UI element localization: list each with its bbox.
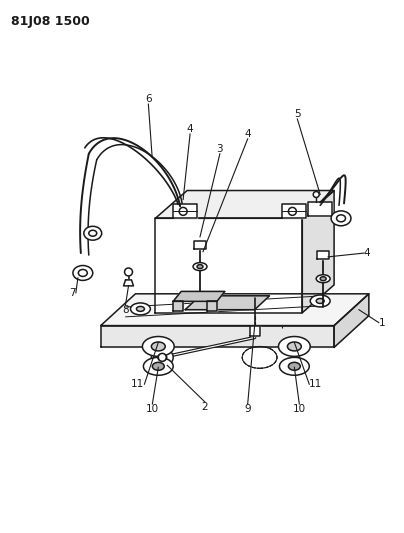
Ellipse shape xyxy=(152,349,173,366)
Ellipse shape xyxy=(320,277,326,281)
Text: 6: 6 xyxy=(145,94,152,104)
Ellipse shape xyxy=(152,362,164,370)
Ellipse shape xyxy=(130,303,150,315)
Text: 4: 4 xyxy=(187,124,194,134)
Text: 5: 5 xyxy=(294,109,301,119)
Polygon shape xyxy=(155,219,302,313)
Ellipse shape xyxy=(158,354,167,361)
Text: 3: 3 xyxy=(217,144,223,154)
Text: 10: 10 xyxy=(146,404,159,414)
Ellipse shape xyxy=(89,230,97,236)
Text: 9: 9 xyxy=(244,404,251,414)
Text: 4: 4 xyxy=(364,248,370,258)
Ellipse shape xyxy=(73,265,93,280)
Circle shape xyxy=(124,268,133,276)
Polygon shape xyxy=(194,241,206,249)
Text: 11: 11 xyxy=(131,379,144,389)
Text: 81J08 1500: 81J08 1500 xyxy=(11,15,90,28)
Polygon shape xyxy=(250,326,260,335)
Polygon shape xyxy=(101,294,369,326)
Text: 11: 11 xyxy=(309,379,322,389)
Polygon shape xyxy=(317,251,329,259)
Ellipse shape xyxy=(193,263,207,271)
Text: 2: 2 xyxy=(202,402,208,412)
Circle shape xyxy=(179,207,187,215)
Ellipse shape xyxy=(152,342,165,351)
Ellipse shape xyxy=(331,211,351,226)
Polygon shape xyxy=(124,280,133,286)
Polygon shape xyxy=(173,205,197,219)
Polygon shape xyxy=(173,301,183,311)
Ellipse shape xyxy=(278,336,310,357)
Ellipse shape xyxy=(316,298,324,303)
Polygon shape xyxy=(101,326,334,348)
Circle shape xyxy=(313,191,319,198)
Polygon shape xyxy=(207,301,217,311)
Polygon shape xyxy=(173,292,225,301)
Text: 1: 1 xyxy=(379,318,385,328)
Text: 8: 8 xyxy=(122,305,129,314)
Ellipse shape xyxy=(78,270,87,277)
Ellipse shape xyxy=(310,295,330,307)
Polygon shape xyxy=(334,294,369,348)
Ellipse shape xyxy=(197,264,203,269)
Ellipse shape xyxy=(287,342,301,351)
Polygon shape xyxy=(302,190,334,313)
Polygon shape xyxy=(282,205,306,219)
Ellipse shape xyxy=(316,274,330,282)
Polygon shape xyxy=(308,203,332,216)
Polygon shape xyxy=(185,296,269,310)
Ellipse shape xyxy=(84,227,102,240)
Ellipse shape xyxy=(137,306,144,311)
Ellipse shape xyxy=(143,336,174,357)
Polygon shape xyxy=(155,190,334,219)
Text: 10: 10 xyxy=(293,404,306,414)
Text: 4: 4 xyxy=(244,129,251,139)
Circle shape xyxy=(288,207,297,215)
Ellipse shape xyxy=(143,357,173,375)
Ellipse shape xyxy=(242,346,277,368)
Circle shape xyxy=(158,353,166,361)
Text: 7: 7 xyxy=(69,288,76,298)
Ellipse shape xyxy=(288,362,300,370)
Ellipse shape xyxy=(280,357,309,375)
Ellipse shape xyxy=(337,215,345,222)
